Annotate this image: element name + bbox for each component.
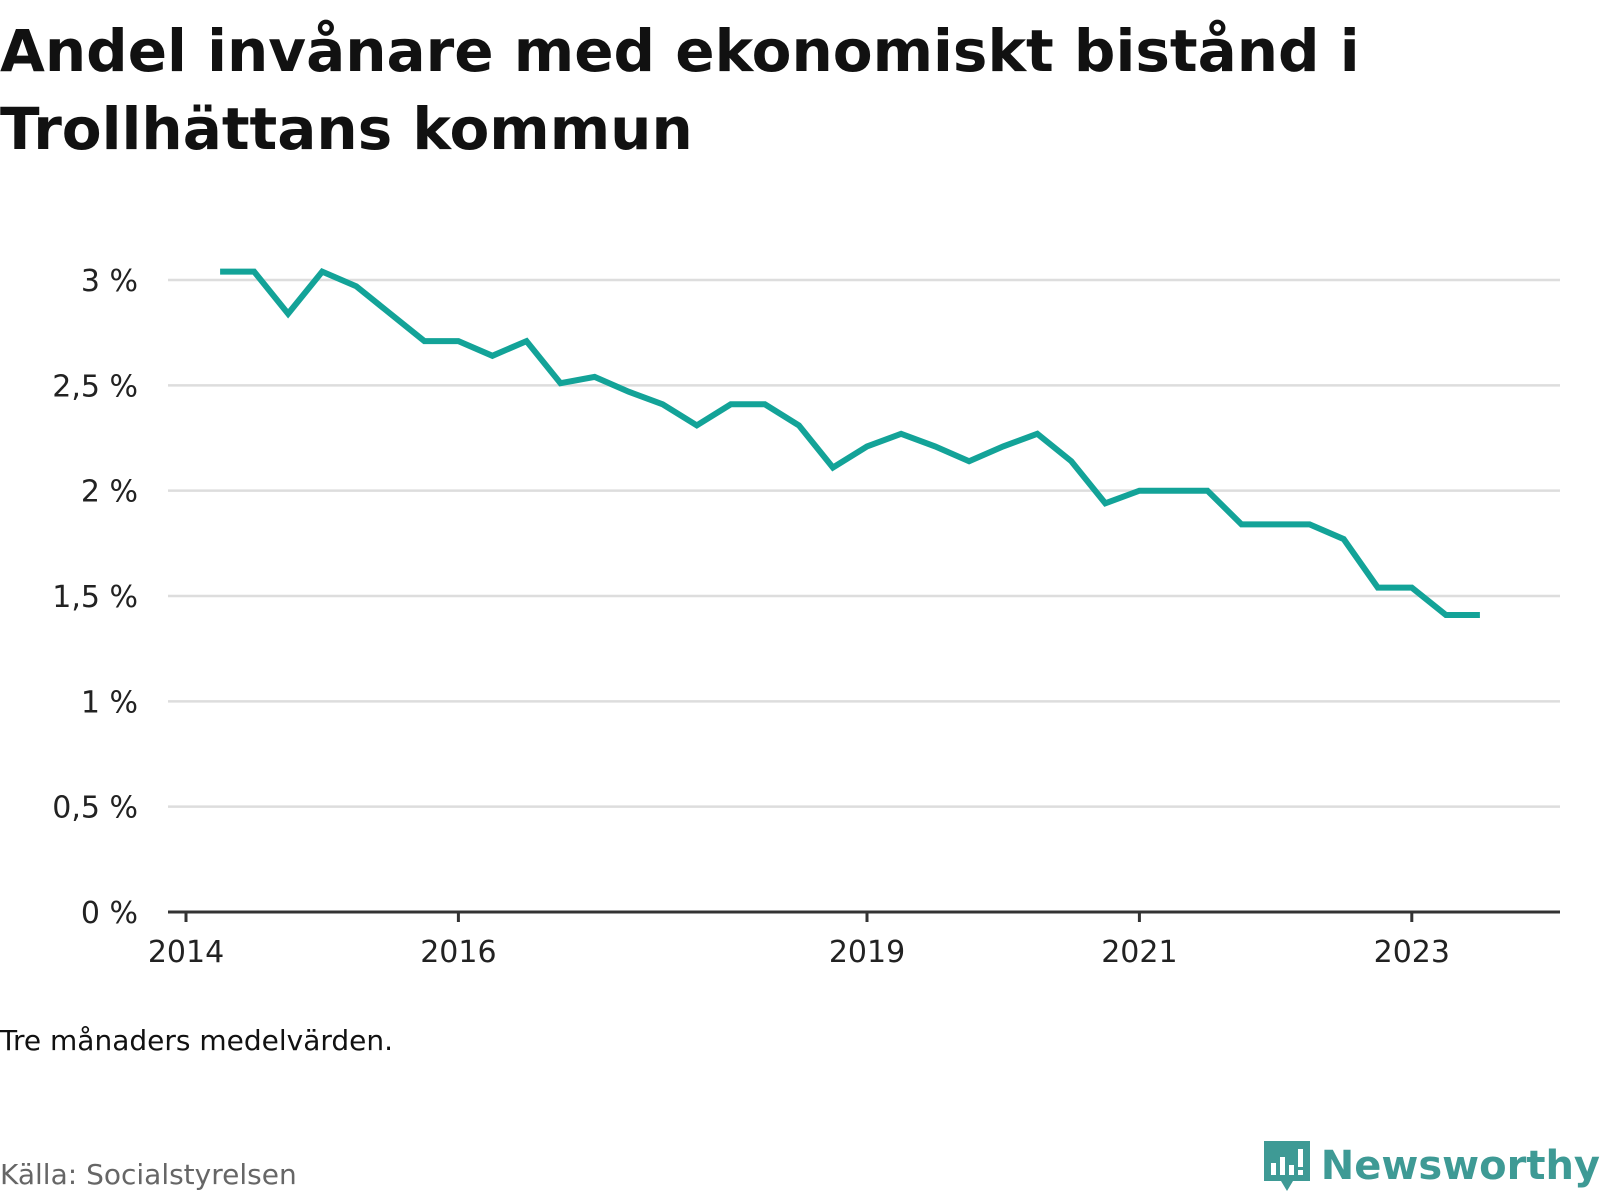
y-tick-label: 2 % (81, 475, 138, 510)
x-tick-label: 2023 (1374, 935, 1450, 970)
x-tick-label: 2016 (420, 935, 496, 970)
newsworthy-logo-icon (1263, 1141, 1310, 1191)
y-tick-label: 2,5 % (52, 369, 138, 404)
series-line (220, 267, 1480, 618)
gridlines (168, 278, 1560, 808)
y-tick-label: 1 % (81, 685, 138, 720)
y-tick-label: 0 % (81, 896, 138, 931)
x-axis: 2014 2016 2019 2021 2023 (148, 910, 1560, 970)
y-tick-label: 3 % (81, 264, 138, 299)
source-text: Källa: Socialstyrelsen (0, 1158, 297, 1191)
x-tick-label: 2014 (148, 935, 224, 970)
chart-title: Andel invånare med ekonomiskt bistånd i … (0, 17, 1360, 163)
chart-note: Tre månaders medelvärden. (0, 1024, 394, 1057)
y-tick-label: 1,5 % (52, 580, 138, 615)
x-tick-label: 2019 (829, 935, 905, 970)
y-tick-label: 0,5 % (52, 791, 138, 826)
brand-name: Newsworthy (1320, 1143, 1600, 1189)
line-chart: 0 % 0,5 % 1 % 1,5 % 2 % 2,5 % 3 % 2014 2016 2019… (52, 264, 1560, 970)
x-tick-label: 2021 (1101, 935, 1177, 970)
series (219, 267, 1480, 618)
y-axis: 0 % 0,5 % 1 % 1,5 % 2 % 2,5 % 3 % (52, 264, 138, 931)
brand-logo[interactable]: Newsworthy (1261, 1138, 1600, 1194)
